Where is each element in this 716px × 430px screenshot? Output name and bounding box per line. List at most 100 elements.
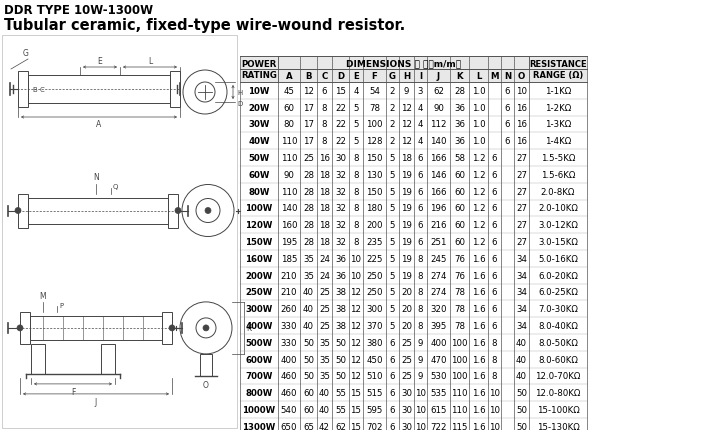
Text: 300: 300 bbox=[367, 304, 383, 313]
Bar bbox=[28, 198, 168, 224]
Text: 27: 27 bbox=[516, 204, 527, 213]
Text: O: O bbox=[203, 380, 209, 389]
Text: 140: 140 bbox=[281, 204, 297, 213]
Text: 22: 22 bbox=[335, 104, 346, 112]
Text: 1.6: 1.6 bbox=[472, 304, 485, 313]
Text: 1.6: 1.6 bbox=[472, 321, 485, 330]
Text: B: B bbox=[32, 87, 37, 93]
Text: 15-100KΩ: 15-100KΩ bbox=[536, 405, 579, 414]
Text: 1-4KΩ: 1-4KΩ bbox=[545, 137, 571, 146]
Text: 35: 35 bbox=[319, 338, 330, 347]
Text: 90: 90 bbox=[284, 171, 294, 179]
Text: 251: 251 bbox=[430, 237, 447, 246]
Text: 34: 34 bbox=[516, 271, 527, 280]
Text: 15: 15 bbox=[335, 87, 346, 96]
Text: 1.0: 1.0 bbox=[472, 120, 485, 129]
Text: 55: 55 bbox=[335, 388, 346, 397]
Text: 28: 28 bbox=[303, 171, 314, 179]
Text: 35: 35 bbox=[303, 254, 314, 263]
Bar bbox=[18, 194, 28, 228]
Text: 18: 18 bbox=[319, 221, 330, 230]
Text: 5: 5 bbox=[390, 187, 395, 196]
Text: 76: 76 bbox=[454, 271, 465, 280]
Text: 17: 17 bbox=[303, 120, 314, 129]
Text: 200W: 200W bbox=[246, 271, 273, 280]
Text: 500W: 500W bbox=[246, 338, 273, 347]
Text: 30: 30 bbox=[401, 422, 412, 430]
Text: F: F bbox=[372, 72, 377, 81]
Text: G: G bbox=[389, 72, 396, 81]
Text: 6: 6 bbox=[390, 405, 395, 414]
Text: 8.0-60KΩ: 8.0-60KΩ bbox=[538, 355, 578, 364]
Text: 615: 615 bbox=[430, 405, 447, 414]
Text: 36: 36 bbox=[454, 120, 465, 129]
Text: 128: 128 bbox=[367, 137, 383, 146]
Text: 210: 210 bbox=[281, 271, 297, 280]
Text: 90: 90 bbox=[433, 104, 444, 112]
Text: 5: 5 bbox=[390, 204, 395, 213]
Text: 76: 76 bbox=[454, 254, 465, 263]
Text: 6: 6 bbox=[417, 171, 423, 179]
Text: 32: 32 bbox=[335, 187, 346, 196]
Text: 120W: 120W bbox=[246, 221, 273, 230]
Text: B: B bbox=[305, 72, 311, 81]
Text: 18: 18 bbox=[319, 204, 330, 213]
Text: 5.0-16KΩ: 5.0-16KΩ bbox=[538, 254, 578, 263]
Text: 10: 10 bbox=[415, 405, 426, 414]
Text: 1.6: 1.6 bbox=[472, 388, 485, 397]
Text: 40: 40 bbox=[319, 388, 330, 397]
Text: 20: 20 bbox=[401, 288, 412, 297]
Text: K: K bbox=[246, 324, 251, 333]
Text: 19: 19 bbox=[401, 204, 412, 213]
Text: 6: 6 bbox=[390, 372, 395, 381]
Text: 32: 32 bbox=[335, 237, 346, 246]
Text: 6: 6 bbox=[321, 87, 327, 96]
Text: 50: 50 bbox=[335, 338, 346, 347]
Text: 12: 12 bbox=[401, 137, 412, 146]
Text: 10: 10 bbox=[415, 422, 426, 430]
Text: 6: 6 bbox=[492, 204, 497, 213]
Text: 25: 25 bbox=[401, 338, 412, 347]
Text: 100: 100 bbox=[367, 120, 383, 129]
Text: 6: 6 bbox=[417, 154, 423, 163]
Text: 8: 8 bbox=[492, 338, 497, 347]
Text: 9: 9 bbox=[418, 338, 423, 347]
Text: 595: 595 bbox=[367, 405, 382, 414]
Text: 18: 18 bbox=[319, 171, 330, 179]
Text: 1.6: 1.6 bbox=[472, 405, 485, 414]
Text: 78: 78 bbox=[369, 104, 380, 112]
Text: 5: 5 bbox=[390, 154, 395, 163]
Text: O: O bbox=[518, 72, 525, 81]
Text: 1.2: 1.2 bbox=[472, 171, 485, 179]
Text: 130: 130 bbox=[367, 171, 383, 179]
Text: 6: 6 bbox=[390, 422, 395, 430]
Text: 330: 330 bbox=[281, 338, 297, 347]
Text: 45: 45 bbox=[284, 87, 294, 96]
Text: 50: 50 bbox=[303, 372, 314, 381]
Text: M: M bbox=[39, 291, 47, 300]
Text: 15: 15 bbox=[351, 388, 362, 397]
Text: 150W: 150W bbox=[246, 237, 273, 246]
Text: 510: 510 bbox=[367, 372, 383, 381]
Text: 8: 8 bbox=[492, 355, 497, 364]
Text: 12.0-80KΩ: 12.0-80KΩ bbox=[536, 388, 581, 397]
Text: 36: 36 bbox=[454, 137, 465, 146]
Bar bbox=[168, 194, 178, 228]
Text: 4: 4 bbox=[353, 87, 359, 96]
Text: 6: 6 bbox=[505, 137, 511, 146]
Text: 150: 150 bbox=[367, 187, 383, 196]
Text: 34: 34 bbox=[516, 288, 527, 297]
Text: 10: 10 bbox=[351, 254, 362, 263]
Text: 40: 40 bbox=[516, 338, 527, 347]
Text: 216: 216 bbox=[430, 221, 447, 230]
Text: 6: 6 bbox=[492, 321, 497, 330]
Text: 42: 42 bbox=[319, 422, 330, 430]
Bar bbox=[278, 57, 529, 70]
Text: 8: 8 bbox=[353, 237, 359, 246]
Text: 6: 6 bbox=[417, 204, 423, 213]
Text: 2.0-10KΩ: 2.0-10KΩ bbox=[538, 204, 578, 213]
Text: 6: 6 bbox=[390, 388, 395, 397]
Text: 8: 8 bbox=[417, 271, 423, 280]
Text: 9: 9 bbox=[418, 355, 423, 364]
Text: 62: 62 bbox=[433, 87, 444, 96]
